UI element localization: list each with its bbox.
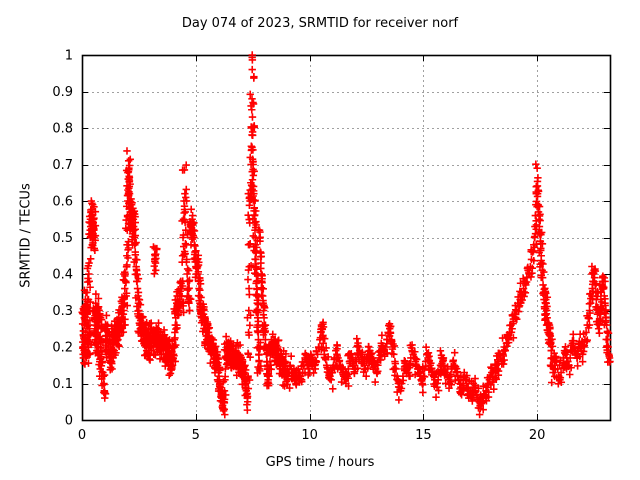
- plot-frame: [81, 54, 612, 422]
- svg-text:1: 1: [65, 49, 73, 64]
- svg-text:0: 0: [65, 414, 73, 429]
- svg-text:0.8: 0.8: [52, 122, 73, 137]
- x-axis-label: GPS time / hours: [265, 455, 375, 470]
- chart-title: Day 074 of 2023, SRMTID for receiver nor…: [181, 16, 459, 31]
- axis-tick-labels: 00.10.20.30.40.50.60.70.80.910 5 10 15 20: [52, 49, 545, 444]
- svg-text:0.9: 0.9: [52, 85, 73, 100]
- data-points: [78, 51, 614, 419]
- svg-text:0.2: 0.2: [52, 341, 73, 356]
- svg-text:5: 5: [192, 428, 200, 443]
- svg-text:0.6: 0.6: [52, 195, 73, 210]
- svg-text:0: 0: [78, 428, 86, 443]
- svg-text:20: 20: [529, 428, 546, 443]
- svg-text:15: 15: [415, 428, 432, 443]
- svg-text:0.3: 0.3: [52, 304, 73, 319]
- svg-text:10: 10: [301, 428, 318, 443]
- svg-text:0.1: 0.1: [52, 377, 73, 392]
- svg-text:0.5: 0.5: [52, 231, 73, 246]
- svg-text:0.4: 0.4: [52, 268, 73, 283]
- svg-text:0.7: 0.7: [52, 158, 73, 173]
